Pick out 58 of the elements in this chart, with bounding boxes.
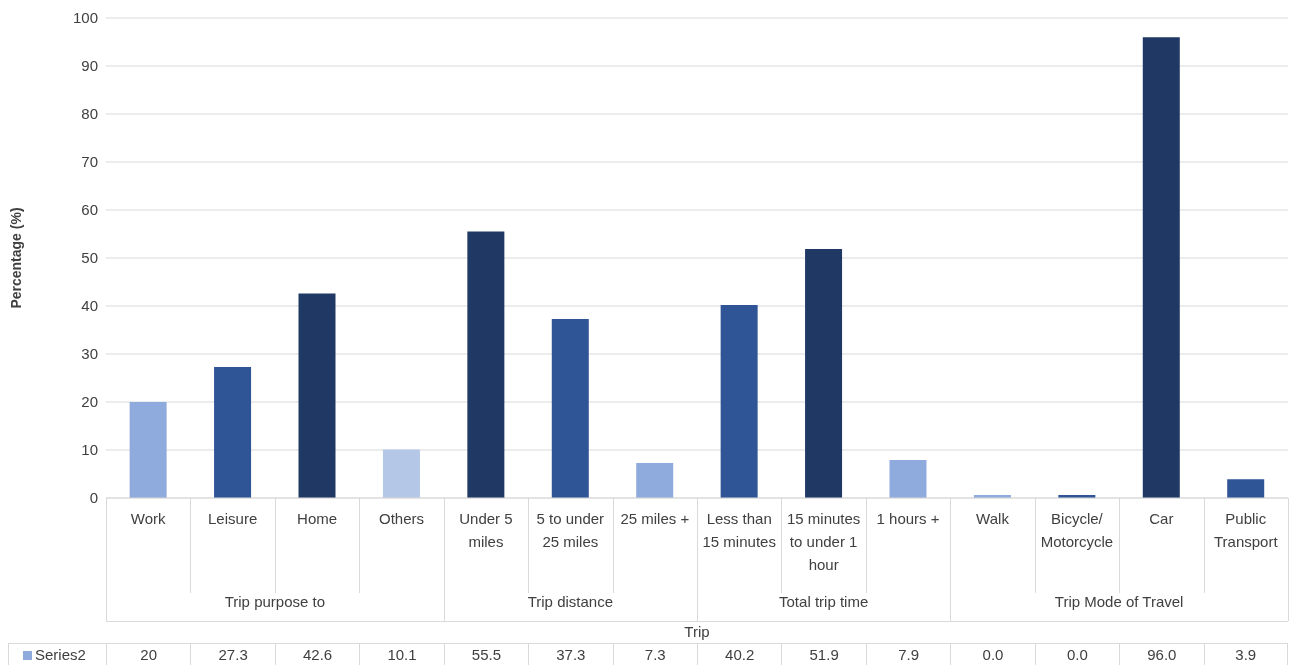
x-tick-label: 1 hours + bbox=[876, 510, 940, 527]
x-tick-label: Under 5 miles bbox=[459, 510, 513, 550]
bar bbox=[129, 402, 167, 498]
x-tick-label: Bicycle/ Motorcycle bbox=[1040, 510, 1114, 550]
text: Total trip time bbox=[778, 592, 870, 612]
y-axis-title: Percentage (%) bbox=[7, 207, 24, 309]
x-tick-label: Leisure bbox=[208, 510, 258, 527]
x-tick-label: Less than 15 minutes bbox=[702, 510, 776, 550]
data-label: 27.3 bbox=[190, 644, 275, 665]
data-label: 0.0 bbox=[950, 644, 1035, 665]
data-label: 20 bbox=[106, 644, 191, 665]
bar bbox=[382, 449, 420, 498]
bar bbox=[720, 305, 758, 498]
x-tick-label: Others bbox=[378, 510, 425, 527]
y-tick-label: 10 bbox=[81, 441, 98, 459]
x-tick-label: 5 to under 25 miles bbox=[536, 510, 605, 550]
x-tick-label: Work bbox=[130, 510, 167, 527]
data-label: 3.9 bbox=[1203, 644, 1288, 665]
y-tick-label: 30 bbox=[81, 345, 98, 363]
bar bbox=[889, 460, 927, 498]
bar bbox=[1227, 479, 1265, 498]
x-tick-label: Public Transport bbox=[1213, 510, 1279, 550]
y-tick-label: 20 bbox=[81, 393, 98, 411]
bar bbox=[1142, 37, 1180, 498]
y-tick-label: 50 bbox=[81, 249, 98, 267]
bar bbox=[214, 366, 252, 498]
y-tick-label: 80 bbox=[81, 105, 98, 123]
bar bbox=[551, 318, 589, 498]
legend-label: Series2 bbox=[8, 644, 106, 665]
data-label: 7.9 bbox=[865, 644, 951, 665]
data-label: 10.1 bbox=[359, 644, 444, 665]
data-label: 55.5 bbox=[443, 644, 529, 665]
text: Trip Mode of Travel bbox=[1053, 592, 1185, 612]
text: Trip distance bbox=[526, 592, 614, 612]
data-label: 7.3 bbox=[612, 644, 697, 665]
bar bbox=[636, 462, 674, 498]
data-label: 96.0 bbox=[1119, 644, 1204, 665]
text: Trip purpose to bbox=[223, 592, 326, 612]
y-tick-label: 90 bbox=[81, 57, 98, 75]
y-tick-label: 40 bbox=[81, 297, 98, 315]
data-label: 0.0 bbox=[1034, 644, 1120, 665]
y-tick-label: 70 bbox=[81, 153, 98, 171]
x-tick-label: Walk bbox=[976, 510, 1010, 527]
x-tick-label: Home bbox=[297, 510, 338, 527]
bar bbox=[805, 248, 843, 498]
y-tick-label: 0 bbox=[89, 489, 98, 507]
data-label: 40.2 bbox=[697, 644, 782, 665]
x-axis-title: Trip bbox=[106, 621, 1288, 642]
data-label: 42.6 bbox=[274, 644, 360, 665]
data-label: 51.9 bbox=[781, 644, 866, 665]
y-tick-label: 100 bbox=[72, 9, 98, 27]
x-tick-label: 15 minutes to under 1 hour bbox=[786, 510, 861, 573]
data-label: 37.3 bbox=[528, 644, 613, 665]
x-tick-label: 25 miles + bbox=[620, 510, 690, 527]
bar bbox=[298, 293, 336, 498]
bar bbox=[467, 231, 505, 498]
x-tick-label: Car bbox=[1149, 510, 1174, 527]
y-tick-label: 60 bbox=[81, 201, 98, 219]
